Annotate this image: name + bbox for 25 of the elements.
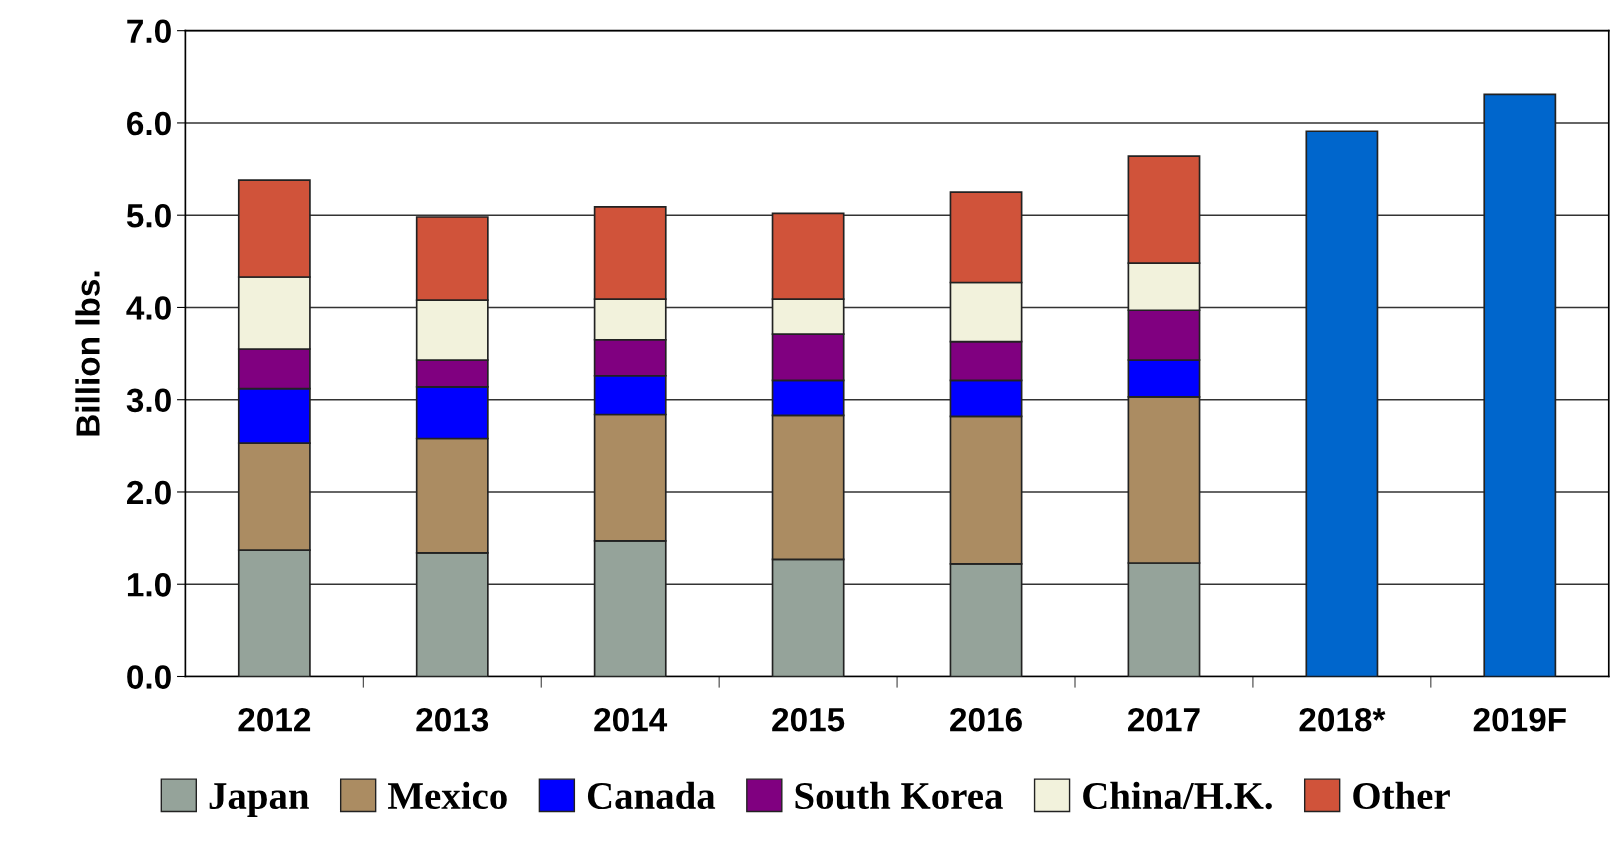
legend-label: South Korea bbox=[795, 781, 1003, 810]
legend-label: Canada bbox=[587, 781, 716, 810]
x-tick-label: 2012 bbox=[238, 707, 311, 732]
x-tick-label: 2017 bbox=[1128, 707, 1200, 732]
legend-label: Mexico bbox=[388, 781, 507, 810]
x-tick-label: 2016 bbox=[950, 707, 1022, 732]
legend-label: Japan bbox=[209, 783, 309, 817]
bar bbox=[1305, 130, 1379, 677]
y-tick-label: 0.0 bbox=[127, 665, 171, 689]
legend-label: Other bbox=[1353, 781, 1450, 810]
y-tick-label: 2.0 bbox=[127, 480, 171, 505]
y-tick-label: 3.0 bbox=[126, 388, 171, 413]
y-tick-label: 1.0 bbox=[127, 573, 171, 597]
x-tick-label: 2019F bbox=[1473, 707, 1566, 732]
y-axis-title: Billion lbs. bbox=[75, 271, 100, 436]
y-tick-label: 5.0 bbox=[126, 203, 171, 228]
x-tick-label: 2014 bbox=[594, 707, 668, 732]
bar bbox=[1483, 93, 1557, 677]
y-tick-label: 4.0 bbox=[126, 296, 171, 320]
x-tick-label: 2013 bbox=[416, 707, 489, 732]
x-tick-label: 2015 bbox=[772, 707, 845, 732]
y-tick-label: 7.0 bbox=[127, 19, 171, 44]
x-tick-label: 2018* bbox=[1299, 707, 1386, 732]
y-tick-label: 6.0 bbox=[127, 111, 171, 136]
legend-label: China/H.K. bbox=[1083, 781, 1272, 810]
